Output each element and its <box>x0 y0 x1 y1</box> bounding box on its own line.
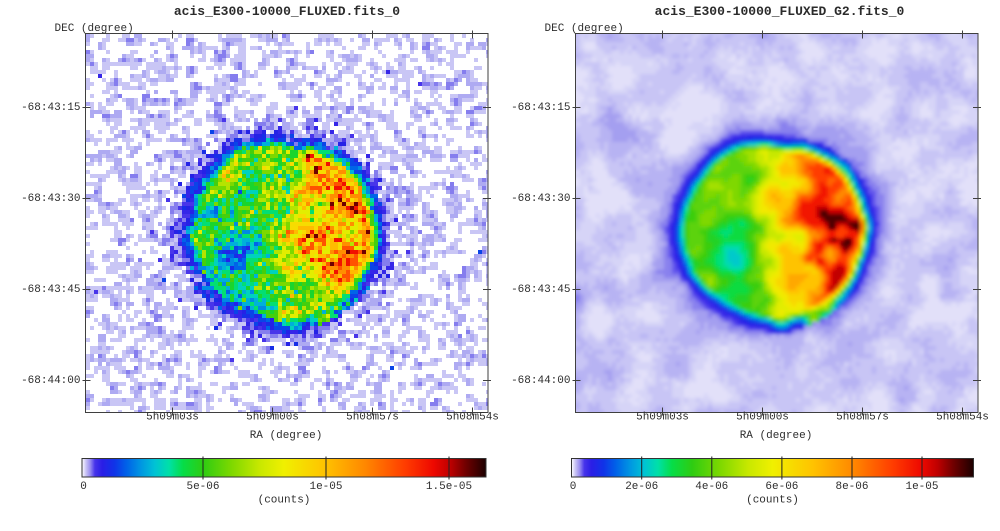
svg-text:RA (degree): RA (degree) <box>250 430 323 442</box>
svg-text:0: 0 <box>80 481 87 493</box>
svg-text:-68:44:00: -68:44:00 <box>511 375 570 387</box>
svg-text:1.5e-05: 1.5e-05 <box>426 481 472 493</box>
svg-text:5h09m03s: 5h09m03s <box>636 412 689 424</box>
svg-text:5h09m03s: 5h09m03s <box>146 412 199 424</box>
svg-text:DEC (degree): DEC (degree) <box>55 23 134 35</box>
svg-text:DEC (degree): DEC (degree) <box>545 23 624 35</box>
svg-text:8e-06: 8e-06 <box>835 481 868 493</box>
svg-text:acis_E300-10000_FLUXED_G2.fits: acis_E300-10000_FLUXED_G2.fits_0 <box>655 4 905 19</box>
svg-text:-68:43:45: -68:43:45 <box>511 284 570 296</box>
svg-text:0: 0 <box>570 481 577 493</box>
svg-text:1e-05: 1e-05 <box>905 481 938 493</box>
svg-text:5h08m57s: 5h08m57s <box>836 412 889 424</box>
svg-text:5h09m00s: 5h09m00s <box>736 412 789 424</box>
svg-text:(counts): (counts) <box>746 495 799 507</box>
svg-text:5e-06: 5e-06 <box>186 481 219 493</box>
svg-text:5h08m57s: 5h08m57s <box>346 412 399 424</box>
svg-text:6e-06: 6e-06 <box>765 481 798 493</box>
svg-text:4e-06: 4e-06 <box>695 481 728 493</box>
svg-text:-68:43:30: -68:43:30 <box>511 193 570 205</box>
svg-text:-68:43:15: -68:43:15 <box>511 102 570 114</box>
svg-text:(counts): (counts) <box>258 495 311 507</box>
svg-text:5h09m00s: 5h09m00s <box>246 412 299 424</box>
svg-text:5h08m54s: 5h08m54s <box>446 412 499 424</box>
svg-text:-68:43:45: -68:43:45 <box>21 284 80 296</box>
svg-text:1e-05: 1e-05 <box>309 481 342 493</box>
svg-text:2e-06: 2e-06 <box>625 481 658 493</box>
svg-text:-68:43:15: -68:43:15 <box>21 102 80 114</box>
svg-text:5h08m54s: 5h08m54s <box>936 412 989 424</box>
svg-text:RA (degree): RA (degree) <box>740 430 813 442</box>
svg-text:-68:44:00: -68:44:00 <box>21 375 80 387</box>
svg-text:-68:43:30: -68:43:30 <box>21 193 80 205</box>
svg-text:acis_E300-10000_FLUXED.fits_0: acis_E300-10000_FLUXED.fits_0 <box>174 4 400 19</box>
